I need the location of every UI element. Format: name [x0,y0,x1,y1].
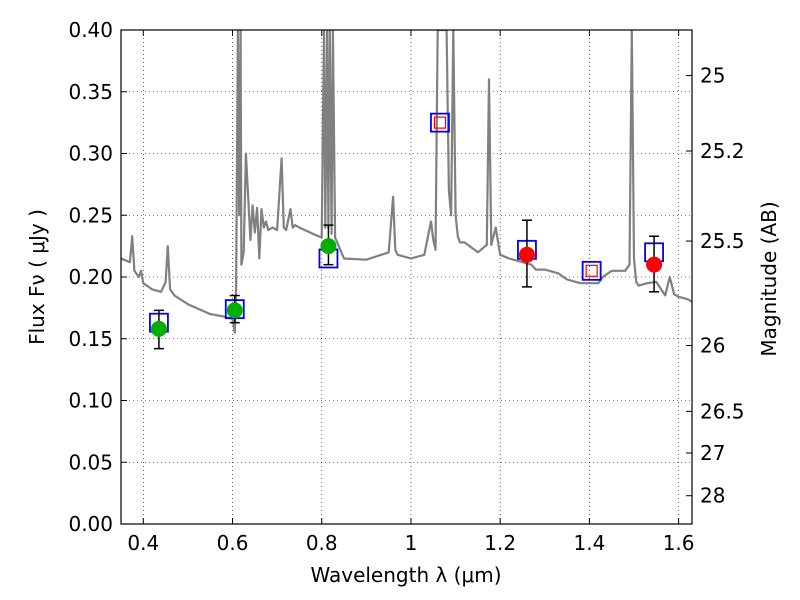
right-tick-label: 26 [700,334,725,358]
plot-frame [120,29,693,525]
right-tick-label: 26.5 [700,399,745,423]
observed-flux-marker [646,256,663,273]
y-tick-label: 0.35 [68,80,113,104]
x-tick-label: 1.4 [573,531,605,555]
x-tick-label: 0.4 [127,531,159,555]
right-tick-label: 28 [700,484,725,508]
y-tick-label: 0.15 [68,327,113,351]
x-tick-label: 1.6 [663,531,695,555]
x-tick-label: 0.8 [306,531,338,555]
y-tick-label: 0.10 [68,389,113,413]
observed-flux-marker [518,246,535,263]
right-tick-label: 25.2 [700,139,745,163]
right-tick-label: 27 [700,441,725,465]
model-square-marker [581,260,602,281]
model-square-inner-marker [433,116,447,129]
right-tick-label: 25 [700,64,725,88]
x-tick-label: 1.2 [484,531,516,555]
y-tick-label: 0.25 [68,203,113,227]
x-tick-label: 0.6 [217,531,249,555]
tick-labels: 0.4 0.6 0.8 1 1.2 1.4 1.6 0.00 0.05 0.10 0.15 0.20 0… [68,18,744,555]
y-axis-label: Flux Fν ( μJy ) [25,209,49,345]
right-axis-label: Magnitude (AB) [757,201,781,356]
y-tick-label: 0.40 [68,18,113,42]
y-tick-label: 0.20 [68,265,113,289]
y-tick-label: 0.05 [68,450,113,474]
right-tick-label: 25.5 [700,229,745,253]
model-square-marker [430,112,450,133]
model-square-inner-marker [585,264,598,277]
y-tick-label: 0.00 [68,512,113,536]
grid [121,29,692,525]
markers [149,112,664,350]
x-axis-label: Wavelength λ (μm) [310,563,501,587]
spectrum-line [121,30,692,334]
plot-area [121,30,692,334]
y-tick-label: 0.30 [68,142,113,166]
ticks [121,29,692,525]
observed-flux-marker [320,238,337,255]
observed-flux-marker [226,302,243,319]
x-tick-label: 1 [405,531,418,555]
observed-flux-marker [150,320,167,337]
